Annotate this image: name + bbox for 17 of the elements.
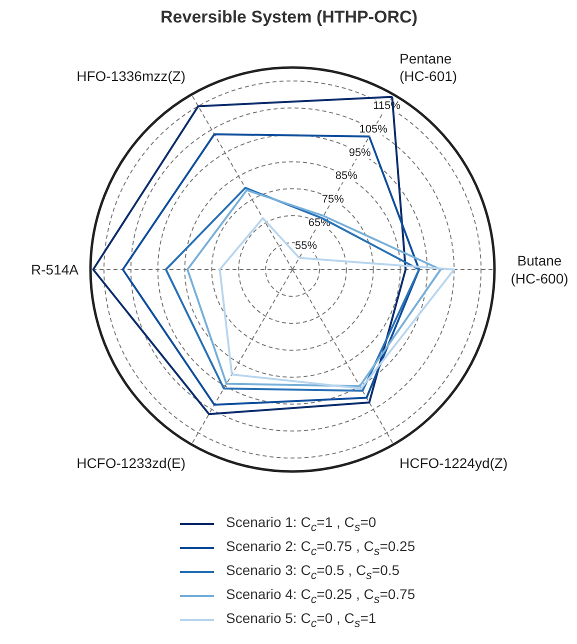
spoke-label: HCFO-1224yd(Z) [400, 454, 508, 471]
legend-label: Scenario 3: C$_{c}$=0.5 , C$_{s}$=0.5 [226, 560, 400, 584]
legend-label: Scenario 2: C$_{c}$=0.75 , C$_{s}$=0.25 [226, 536, 416, 560]
spoke-label: Butane (HC-600) [510, 252, 568, 286]
y-tick-label: 75% [322, 194, 344, 206]
legend-label: Scenario 4: C$_{c}$=0.25 , C$_{s}$=0.75 [226, 584, 416, 608]
spoke-label: HFO-1336mzz(Z) [76, 68, 186, 84]
y-tick-label: 105% [359, 124, 388, 136]
spoke-label: Pentane (HC-601) [400, 50, 458, 84]
chart-title: Reversible System (HTHP-ORC) [160, 8, 418, 26]
y-tick-label: 85% [335, 170, 358, 182]
y-tick-label: 95% [348, 146, 372, 159]
spoke-label: HCFO-1233zd(E) [76, 454, 186, 471]
spoke-label: R-514A [31, 262, 80, 278]
legend-label: Scenario 5: C$_{c}$=0 , C$_{s}$=1 [226, 608, 376, 632]
y-tick-label: 55% [294, 240, 318, 252]
legend-label: Scenario 1: C$_{c}$=1 , C$_{s}$=0 [226, 512, 376, 536]
